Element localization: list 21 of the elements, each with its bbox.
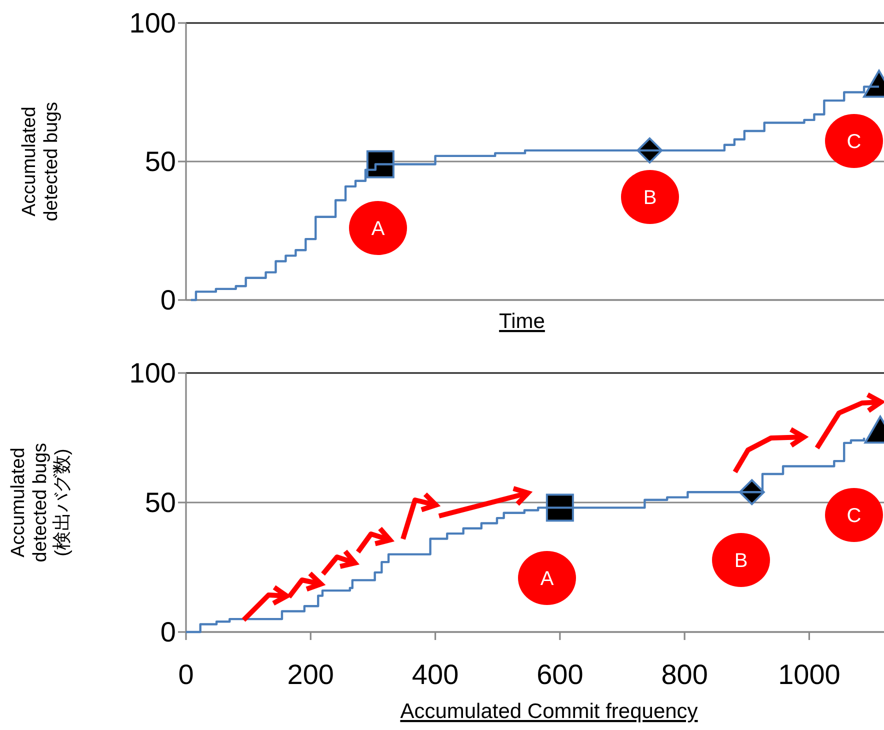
x-tick-label: 1000	[778, 659, 840, 690]
annotation: B	[643, 187, 657, 209]
x-axis-title: Time	[499, 310, 545, 333]
y-tick-label: 0	[160, 616, 176, 648]
y-tick-label: 100	[129, 8, 176, 38]
x-tick-label: 600	[536, 659, 584, 690]
y-tick-label: 50	[144, 146, 176, 177]
x-tick-label: 200	[287, 659, 334, 690]
x-tick-label: 800	[661, 659, 708, 690]
annotation: A	[371, 218, 386, 240]
annotation: C	[846, 505, 862, 527]
y-tick-label: 0	[160, 284, 176, 316]
y-axis-title: Accumulated detected bugs	[19, 102, 62, 222]
x-axis-title: Accumulated Commit frequency	[400, 700, 698, 723]
annotation: C	[846, 131, 862, 153]
x-tick-label: 400	[412, 659, 459, 690]
annotation: A	[540, 568, 554, 590]
y-tick-label: 50	[144, 487, 176, 518]
annotation: B	[734, 550, 748, 572]
y-axis-title: Accumulated detected bugs (検出バグ数)	[8, 442, 73, 562]
y-tick-label: 100	[129, 358, 176, 388]
